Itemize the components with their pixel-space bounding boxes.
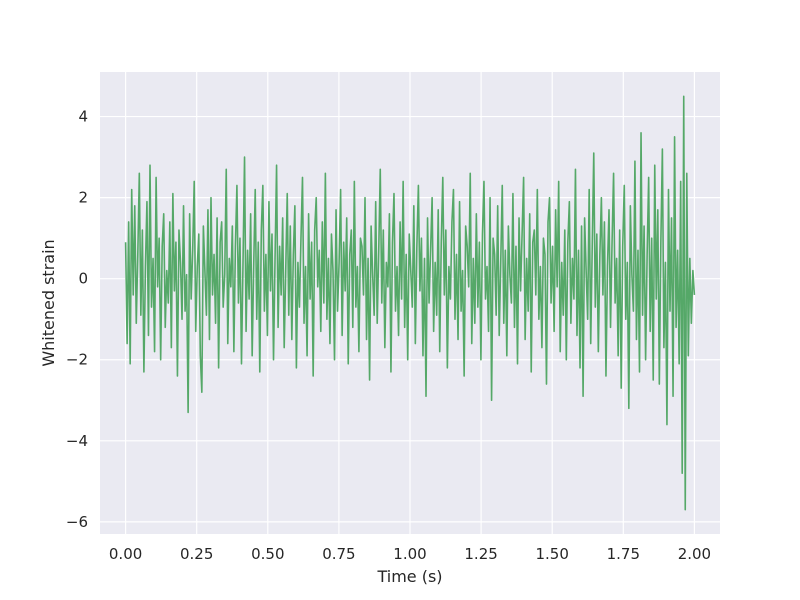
y-axis-label: Whitened strain: [39, 239, 58, 366]
x-tick-label: 0.50: [251, 545, 284, 563]
x-axis-label: Time (s): [376, 567, 442, 586]
y-tick-labels: −6 −4 −2 0 2 4: [66, 108, 88, 531]
y-tick-label: −6: [66, 513, 88, 531]
x-tick-label: 2.00: [678, 545, 711, 563]
x-tick-label: 0.25: [180, 545, 213, 563]
x-tick-label: 0.00: [109, 545, 142, 563]
y-tick-label: 0: [78, 270, 88, 288]
y-tick-label: 2: [78, 189, 88, 207]
grid-lines: [100, 72, 720, 534]
x-tick-label: 1.25: [464, 545, 497, 563]
y-tick-label: −4: [66, 432, 88, 450]
x-tick-label: 1.50: [535, 545, 568, 563]
x-tick-labels: 0.00 0.25 0.50 0.75 1.00 1.25 1.50 1.75 2.00: [109, 545, 711, 563]
x-tick-label: 0.75: [322, 545, 355, 563]
x-tick-label: 1.00: [393, 545, 426, 563]
series-line: [124, 95, 696, 511]
x-tick-label: 1.75: [607, 545, 640, 563]
y-tick-label: −2: [66, 351, 88, 369]
y-tick-label: 4: [78, 108, 88, 126]
